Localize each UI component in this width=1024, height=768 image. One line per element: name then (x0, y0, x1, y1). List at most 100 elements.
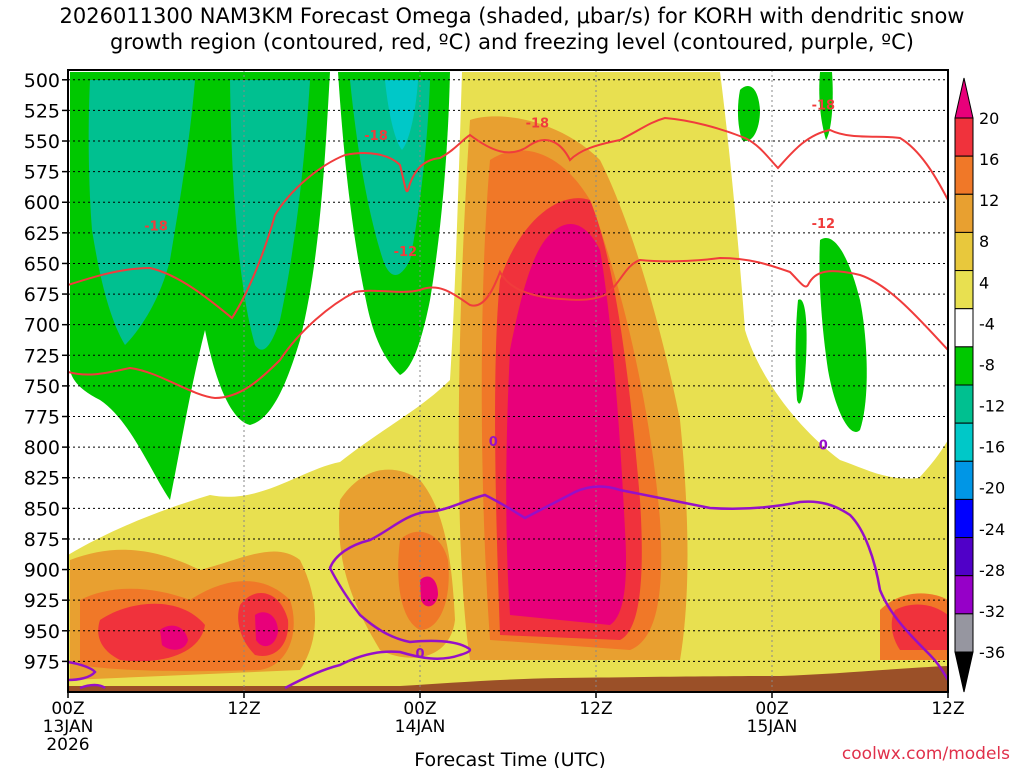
y-tick-label: 525 (24, 100, 60, 122)
colorbar-label: -4 (979, 314, 995, 333)
colorbar: 20 16 12 8 4 -4 -8 -12 -16 -20 -24 -28 -32 -36 (954, 77, 1005, 693)
x-tick-label: 00Z (755, 699, 788, 719)
dendritic-contour-label: -12 (394, 245, 418, 260)
y-tick-label: 925 (24, 590, 60, 612)
x-tick-date: 15JAN (747, 717, 798, 737)
omega-area-green-4 (819, 238, 867, 432)
colorbar-label: -20 (979, 479, 1005, 498)
y-tick-label: 775 (24, 407, 60, 429)
colorbar-label: -36 (979, 643, 1005, 662)
y-tick-label: 725 (24, 345, 60, 367)
y-tick-label: 875 (24, 529, 60, 551)
omega-area-green-6 (819, 72, 833, 140)
dendritic-contour-label: -12 (812, 217, 836, 232)
y-tick-label: 825 (24, 468, 60, 490)
colorbar-swatch (954, 460, 974, 500)
dendritic-contour-label: -18 (526, 117, 550, 132)
y-tick-label: 600 (24, 192, 60, 214)
omega-area-green-5 (795, 299, 807, 404)
x-tick-label: 00Z (51, 699, 84, 719)
freezing-contour-low-2 (79, 683, 106, 690)
contour-labels: -18 -18 -18 -18 -12 -12 0 0 0 (144, 98, 835, 662)
omega-area-teal (88, 80, 195, 345)
y-tick-label: 650 (24, 253, 60, 275)
omega-area-green-3 (737, 86, 760, 141)
colorbar-swatch (954, 117, 974, 157)
x-tick-date: 14JAN (395, 717, 446, 737)
x-tick-label: 12Z (931, 699, 964, 719)
y-tick-label: 950 (24, 621, 60, 643)
chart-title-line-2: growth region (contoured, red, ºC) and f… (110, 30, 914, 54)
colorbar-swatch (954, 346, 974, 386)
x-tick-label: 12Z (579, 699, 612, 719)
colorbar-label: -8 (979, 355, 995, 374)
y-tick-label: 500 (24, 70, 60, 92)
y-tick-label: 675 (24, 284, 60, 306)
colorbar-swatch (954, 308, 974, 348)
ground-terrain (68, 666, 948, 692)
chart-title-line-1: 2026011300 NAM3KM Forecast Omega (shaded… (59, 4, 965, 28)
colorbar-swatch (954, 193, 974, 233)
y-tick-label: 850 (24, 498, 60, 520)
dendritic-contour-minus18-upper (68, 116, 948, 320)
x-axis-title: Forecast Time (UTC) (414, 749, 605, 768)
colorbar-label: 16 (979, 150, 999, 169)
y-tick-label: 800 (24, 437, 60, 459)
y-tick-label: 625 (24, 223, 60, 245)
omega-shading (68, 72, 948, 692)
x-tick-label: 12Z (227, 699, 260, 719)
colorbar-swatch (954, 498, 974, 539)
colorbar-label: 8 (979, 232, 989, 251)
colorbar-bottom-arrow (954, 651, 974, 693)
colorbar-label: -24 (979, 520, 1005, 539)
freezing-level-contours (68, 485, 948, 690)
colorbar-swatch (954, 613, 974, 653)
credit-text: coolwx.com/models (841, 744, 1010, 764)
freezing-contour-label: 0 (489, 435, 498, 450)
y-tick-label: 700 (24, 315, 60, 337)
colorbar-swatch (954, 231, 974, 272)
colorbar-swatch (954, 422, 974, 462)
y-tick-label: 750 (24, 376, 60, 398)
colorbar-label: -16 (979, 438, 1005, 457)
omega-area-red-right (891, 604, 948, 650)
colorbar-swatch (954, 155, 974, 195)
omega-area-magenta-small-3 (420, 576, 438, 607)
y-tick-label: 575 (24, 162, 60, 184)
y-tick-label: 900 (24, 560, 60, 582)
omega-area-cyan (385, 80, 418, 150)
colorbar-swatch (954, 270, 974, 310)
x-tick-label: 00Z (403, 699, 436, 719)
freezing-contour-label: 0 (819, 439, 828, 454)
colorbar-label: -28 (979, 561, 1005, 580)
colorbar-label: -32 (979, 602, 1005, 621)
colorbar-label: -12 (979, 397, 1005, 416)
dendritic-contour-minus12-lower (68, 256, 948, 400)
dendritic-contour-label: -18 (812, 98, 836, 113)
omega-area-magenta-small-2 (255, 612, 278, 647)
omega-area-magenta-small (160, 625, 188, 650)
omega-area-magenta-core (506, 223, 627, 625)
x-tick-date: 13JAN (43, 717, 94, 737)
freezing-contour-main (284, 485, 948, 690)
freezing-contour-low (68, 660, 97, 682)
dendritic-contours (68, 116, 948, 400)
y-tick-label: 550 (24, 131, 60, 153)
y-tick-label: 975 (24, 651, 60, 673)
colorbar-top-arrow (954, 77, 974, 119)
colorbar-label: 4 (979, 273, 989, 292)
grid-lines (68, 70, 948, 692)
dendritic-contour-label: -18 (364, 129, 388, 144)
freezing-contour-label: 0 (415, 647, 424, 662)
colorbar-swatch (954, 575, 974, 615)
x-tick-year: 2026 (46, 735, 89, 755)
colorbar-label: 12 (979, 191, 999, 210)
plot-frame (67, 69, 949, 693)
colorbar-swatch (954, 537, 974, 577)
y-axis: 500 525 550 575 600 625 650 675 700 725 750 775 800 8… (24, 70, 68, 673)
colorbar-label: 20 (979, 109, 999, 128)
colorbar-swatch (954, 384, 974, 424)
dendritic-contour-label: -18 (144, 220, 168, 235)
